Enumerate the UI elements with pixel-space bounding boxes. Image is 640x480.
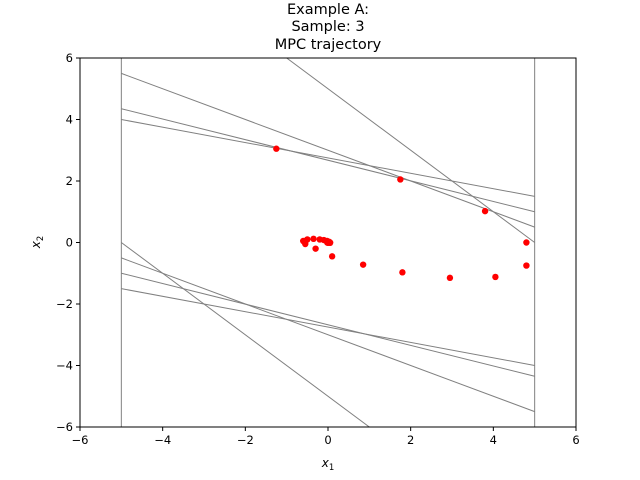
chart-title-line-1: Example A: — [287, 2, 369, 18]
trajectory-point-9 — [328, 253, 336, 260]
constraint-line-3 — [121, 108, 535, 213]
trajectory-point-5 — [492, 273, 499, 281]
x-tick-label-5: 4 — [490, 433, 497, 447]
constraint-line-4 — [121, 119, 535, 197]
constraint-line-7 — [121, 257, 535, 413]
y-axis-label: x2 — [29, 236, 46, 250]
trajectory-point-4 — [523, 262, 530, 269]
y-tick-label-5: 4 — [66, 113, 73, 127]
x-tick-label-1: −4 — [154, 433, 171, 447]
y-tick-label-1: −4 — [56, 359, 73, 373]
constraint-line-9 — [121, 288, 535, 366]
trajectory-point-22 — [323, 239, 331, 246]
constraint-line-8 — [121, 272, 535, 377]
chart-title-line-2: Sample: 3 — [291, 19, 364, 35]
x-axis-label: x1 — [321, 456, 335, 473]
trajectory-point-14 — [310, 235, 317, 243]
trajectory-point-2 — [481, 207, 489, 215]
y-axis-label-base: x — [29, 240, 43, 249]
y-tick-label-6: 6 — [66, 51, 73, 65]
constraint-line-6 — [121, 242, 370, 427]
x-tick-label-6: 6 — [572, 433, 579, 447]
constraint-line-5 — [286, 58, 535, 243]
x-axis-label-base: x — [321, 456, 330, 470]
x-tick-label-3: 0 — [324, 433, 331, 447]
trajectory-point-10 — [312, 245, 319, 252]
y-tick-label-0: −6 — [56, 420, 73, 434]
trajectory-point-0 — [273, 145, 280, 152]
x-tick-label-2: −2 — [237, 433, 254, 447]
y-tick-label-3: 0 — [66, 236, 73, 250]
x-axis-label-sub: 1 — [329, 463, 334, 473]
trajectory-points — [273, 145, 530, 282]
constraint-lines — [120, 58, 536, 427]
trajectory-point-6 — [446, 274, 454, 282]
y-axis-ticks: −6 −4 −2 0 2 4 6 — [56, 51, 80, 434]
y-axis-label-sub: 2 — [36, 236, 46, 241]
y-tick-label-4: 2 — [66, 174, 73, 188]
trajectory-point-13 — [304, 236, 311, 243]
trajectory-point-7 — [399, 269, 406, 276]
constraint-line-2 — [121, 72, 535, 228]
x-tick-label-4: 2 — [407, 433, 414, 447]
trajectory-point-1 — [397, 176, 404, 183]
x-axis-ticks: −6 −4 −2 0 2 4 6 — [72, 427, 580, 447]
x-tick-label-0: −6 — [72, 433, 89, 447]
chart-title-line-3: MPC trajectory — [275, 37, 382, 53]
trajectory-point-3 — [523, 239, 530, 246]
trajectory-point-8 — [359, 261, 367, 268]
y-tick-label-2: −2 — [56, 297, 73, 311]
